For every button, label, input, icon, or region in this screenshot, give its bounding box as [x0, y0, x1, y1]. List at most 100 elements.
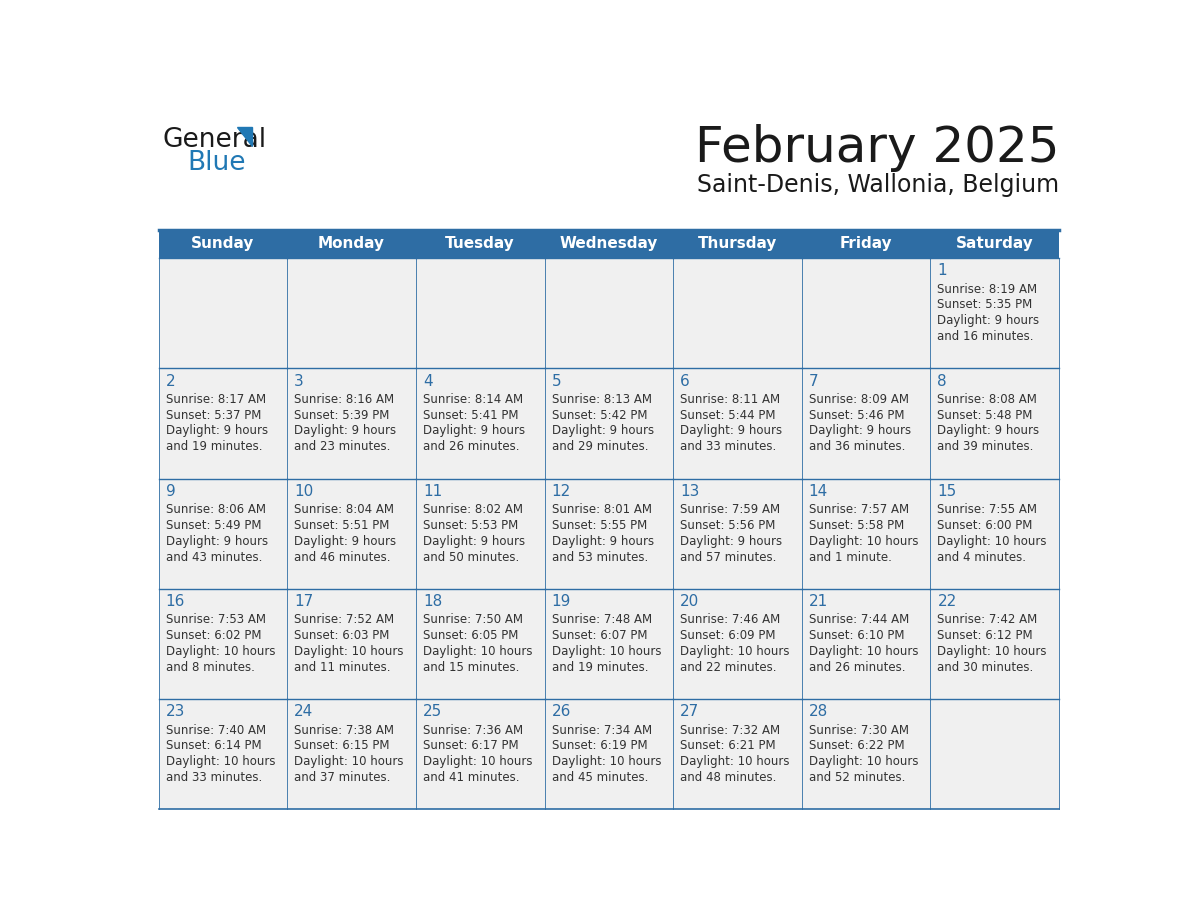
Bar [674, 258, 802, 368]
Text: and 30 minutes.: and 30 minutes. [937, 661, 1034, 674]
Text: Daylight: 10 hours: Daylight: 10 hours [295, 645, 404, 658]
Text: Sunrise: 7:30 AM: Sunrise: 7:30 AM [809, 723, 909, 737]
Bar [544, 258, 674, 368]
Text: Sunset: 6:03 PM: Sunset: 6:03 PM [295, 629, 390, 643]
Text: 4: 4 [423, 374, 432, 388]
Text: and 50 minutes.: and 50 minutes. [423, 551, 519, 564]
Text: Daylight: 9 hours: Daylight: 9 hours [809, 424, 911, 438]
Text: Sunset: 5:53 PM: Sunset: 5:53 PM [423, 519, 518, 532]
Text: Sunrise: 8:13 AM: Sunrise: 8:13 AM [551, 393, 651, 406]
Text: Sunset: 6:15 PM: Sunset: 6:15 PM [295, 740, 390, 753]
Text: Daylight: 9 hours: Daylight: 9 hours [165, 535, 267, 548]
Text: Sunset: 6:12 PM: Sunset: 6:12 PM [937, 629, 1034, 643]
Text: Daylight: 10 hours: Daylight: 10 hours [165, 756, 276, 768]
Text: General: General [163, 127, 266, 153]
Text: 27: 27 [681, 704, 700, 720]
Text: and 19 minutes.: and 19 minutes. [551, 661, 647, 674]
Text: Sunrise: 8:17 AM: Sunrise: 8:17 AM [165, 393, 266, 406]
Text: 18: 18 [423, 594, 442, 610]
Text: Sunset: 5:42 PM: Sunset: 5:42 PM [551, 409, 647, 421]
Text: Sunset: 5:41 PM: Sunset: 5:41 PM [423, 409, 518, 421]
Text: and 26 minutes.: and 26 minutes. [809, 661, 905, 674]
Text: Daylight: 9 hours: Daylight: 9 hours [937, 424, 1040, 438]
Text: Sunset: 6:07 PM: Sunset: 6:07 PM [551, 629, 647, 643]
Text: Sunrise: 7:57 AM: Sunrise: 7:57 AM [809, 503, 909, 516]
Text: Sunrise: 8:02 AM: Sunrise: 8:02 AM [423, 503, 523, 516]
Text: and 1 minute.: and 1 minute. [809, 551, 892, 564]
Text: Sunrise: 8:19 AM: Sunrise: 8:19 AM [937, 283, 1037, 296]
Text: Sunrise: 8:01 AM: Sunrise: 8:01 AM [551, 503, 651, 516]
Text: Sunrise: 7:42 AM: Sunrise: 7:42 AM [937, 613, 1037, 626]
Text: Daylight: 9 hours: Daylight: 9 hours [165, 424, 267, 438]
Text: 19: 19 [551, 594, 571, 610]
Text: 16: 16 [165, 594, 185, 610]
Text: Sunset: 5:58 PM: Sunset: 5:58 PM [809, 519, 904, 532]
Text: 24: 24 [295, 704, 314, 720]
Text: and 46 minutes.: and 46 minutes. [295, 551, 391, 564]
Text: 20: 20 [681, 594, 700, 610]
Text: 10: 10 [295, 484, 314, 498]
Text: 8: 8 [937, 374, 947, 388]
Text: and 37 minutes.: and 37 minutes. [295, 771, 391, 784]
Text: Friday: Friday [840, 236, 892, 252]
Text: Sunrise: 7:55 AM: Sunrise: 7:55 AM [937, 503, 1037, 516]
Text: Sunrise: 7:59 AM: Sunrise: 7:59 AM [681, 503, 781, 516]
Bar [544, 478, 674, 588]
Text: Sunset: 6:09 PM: Sunset: 6:09 PM [681, 629, 776, 643]
Bar [930, 258, 1060, 368]
Text: and 48 minutes.: and 48 minutes. [681, 771, 777, 784]
Bar [802, 478, 930, 588]
Bar [544, 699, 674, 810]
Text: Sunrise: 8:06 AM: Sunrise: 8:06 AM [165, 503, 266, 516]
Text: Daylight: 10 hours: Daylight: 10 hours [681, 645, 790, 658]
Text: Daylight: 10 hours: Daylight: 10 hours [423, 756, 532, 768]
Text: and 36 minutes.: and 36 minutes. [809, 441, 905, 453]
Text: 28: 28 [809, 704, 828, 720]
Text: 14: 14 [809, 484, 828, 498]
Bar [287, 699, 416, 810]
Text: Sunrise: 7:50 AM: Sunrise: 7:50 AM [423, 613, 523, 626]
Text: Sunset: 6:21 PM: Sunset: 6:21 PM [681, 740, 776, 753]
Text: 21: 21 [809, 594, 828, 610]
Text: Tuesday: Tuesday [446, 236, 516, 252]
Text: 9: 9 [165, 484, 176, 498]
Text: and 26 minutes.: and 26 minutes. [423, 441, 519, 453]
Text: Sunset: 6:17 PM: Sunset: 6:17 PM [423, 740, 518, 753]
Text: and 29 minutes.: and 29 minutes. [551, 441, 647, 453]
Text: Sunrise: 7:53 AM: Sunrise: 7:53 AM [165, 613, 266, 626]
Text: and 22 minutes.: and 22 minutes. [681, 661, 777, 674]
Text: and 15 minutes.: and 15 minutes. [423, 661, 519, 674]
Text: Daylight: 9 hours: Daylight: 9 hours [423, 535, 525, 548]
Text: 6: 6 [681, 374, 690, 388]
Text: Sunset: 5:49 PM: Sunset: 5:49 PM [165, 519, 261, 532]
Text: 22: 22 [937, 594, 956, 610]
Text: 17: 17 [295, 594, 314, 610]
Text: 26: 26 [551, 704, 571, 720]
Bar [802, 258, 930, 368]
Text: Daylight: 9 hours: Daylight: 9 hours [551, 535, 653, 548]
Text: Daylight: 9 hours: Daylight: 9 hours [937, 314, 1040, 327]
Text: Sunset: 5:48 PM: Sunset: 5:48 PM [937, 409, 1032, 421]
Text: and 4 minutes.: and 4 minutes. [937, 551, 1026, 564]
Text: Sunrise: 7:32 AM: Sunrise: 7:32 AM [681, 723, 781, 737]
Text: 3: 3 [295, 374, 304, 388]
Bar [674, 478, 802, 588]
Text: Sunrise: 7:52 AM: Sunrise: 7:52 AM [295, 613, 394, 626]
Bar [802, 588, 930, 699]
Text: Sunrise: 7:44 AM: Sunrise: 7:44 AM [809, 613, 909, 626]
Text: Sunrise: 8:14 AM: Sunrise: 8:14 AM [423, 393, 523, 406]
Text: Sunset: 6:02 PM: Sunset: 6:02 PM [165, 629, 261, 643]
Text: Blue: Blue [188, 151, 246, 176]
Text: Daylight: 10 hours: Daylight: 10 hours [809, 756, 918, 768]
Text: Sunrise: 7:40 AM: Sunrise: 7:40 AM [165, 723, 266, 737]
Text: Daylight: 9 hours: Daylight: 9 hours [295, 424, 397, 438]
Bar [930, 699, 1060, 810]
Text: and 52 minutes.: and 52 minutes. [809, 771, 905, 784]
Text: 25: 25 [423, 704, 442, 720]
Text: Daylight: 10 hours: Daylight: 10 hours [681, 756, 790, 768]
Text: and 41 minutes.: and 41 minutes. [423, 771, 519, 784]
Bar [158, 699, 287, 810]
Text: Daylight: 9 hours: Daylight: 9 hours [681, 424, 782, 438]
Text: Daylight: 10 hours: Daylight: 10 hours [809, 535, 918, 548]
Bar [416, 478, 544, 588]
